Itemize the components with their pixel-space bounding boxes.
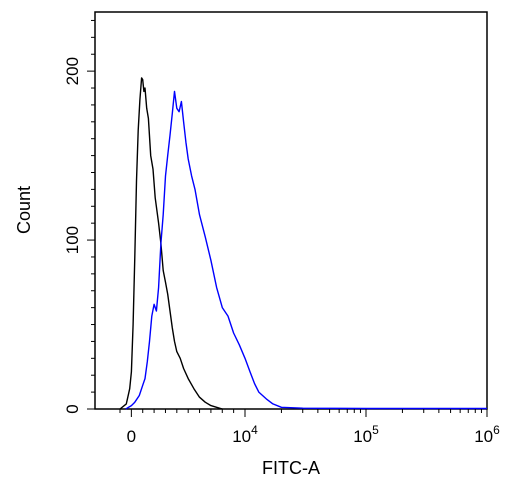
x-axis: 0 104 105 106 [119, 409, 500, 446]
x-axis-label: FITC-A [262, 458, 320, 478]
series-layer [119, 77, 487, 410]
y-axis-label: Count [14, 186, 34, 234]
y-tick-label: 200 [63, 57, 82, 85]
plot-frame [94, 11, 488, 410]
x-tick-label: 105 [353, 423, 379, 446]
x-tick-label: 104 [232, 423, 258, 446]
x-tick-label: 106 [474, 423, 500, 446]
y-axis: 0 100 200 [63, 19, 95, 414]
x-tick-label: 0 [127, 427, 136, 446]
histogram-line-2 [125, 90, 487, 410]
y-tick-label: 0 [63, 404, 82, 413]
y-tick-label: 100 [63, 226, 82, 254]
histogram-line-1 [119, 77, 223, 410]
